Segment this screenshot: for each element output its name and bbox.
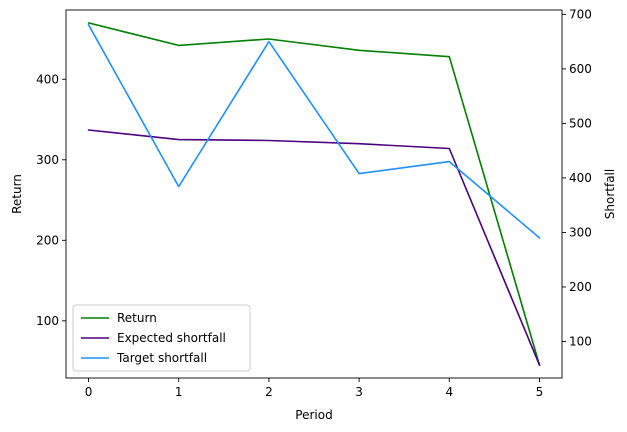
y-tick-label: 400 — [36, 72, 59, 86]
series-line-1 — [87, 129, 541, 366]
x-axis-title: Period — [295, 408, 332, 422]
series-line-0 — [87, 22, 541, 366]
y-axis-title: Return — [10, 174, 24, 214]
x-tick-label: 4 — [445, 385, 453, 399]
x-tick-label: 1 — [175, 385, 183, 399]
legend-label: Return — [117, 311, 157, 325]
y2-axis-title: Shortfall — [603, 169, 617, 219]
y-tick-label: 200 — [36, 233, 59, 247]
x-tick-label: 3 — [355, 385, 363, 399]
x-tick-label: 0 — [85, 385, 93, 399]
x-tick-label: 2 — [265, 385, 273, 399]
legend-box — [72, 304, 251, 372]
y2-tick-label: 500 — [569, 116, 592, 130]
legend-label: Expected shortfall — [117, 331, 226, 345]
series-line-2 — [87, 23, 541, 239]
y2-tick-label: 700 — [569, 7, 592, 21]
plot-frame — [65, 9, 563, 379]
x-tick-label: 5 — [536, 385, 544, 399]
ticks-layer: 0 1 2 3 4 5 100 200 300 400 100 200 300 400 500 600 700 — [36, 7, 592, 399]
y-tick-label: 300 — [36, 153, 59, 167]
legend-label: Target shortfall — [116, 351, 207, 365]
y2-tick-label: 600 — [569, 62, 592, 76]
legend: Return Expected shortfall Target shortfall — [72, 304, 251, 372]
y2-tick-label: 400 — [569, 171, 592, 185]
series-layer — [87, 22, 541, 366]
y2-tick-label: 100 — [569, 334, 592, 348]
y2-tick-label: 300 — [569, 225, 592, 239]
y2-tick-label: 200 — [569, 280, 592, 294]
y-tick-label: 100 — [36, 314, 59, 328]
